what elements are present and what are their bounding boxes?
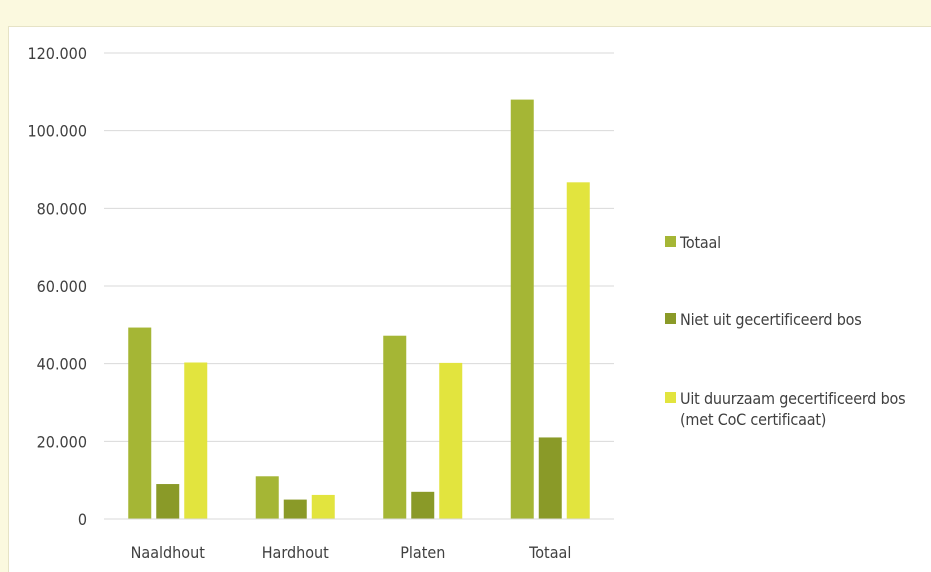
- y-tick-label: 20.000: [37, 432, 87, 451]
- y-tick-label: 0: [78, 510, 87, 529]
- legend-label: Uit duurzaam gecertificeerd bos (met CoC…: [680, 389, 906, 429]
- y-axis-labels: 0 20.000 40.000 60.000 80.000 100.000 120.000: [27, 44, 87, 529]
- legend-item: Niet uit gecertificeerd bos: [665, 309, 862, 330]
- bar-hardhout-series-1: [255, 476, 279, 519]
- y-tick-label: 100.000: [27, 122, 87, 141]
- legend-item: Totaal: [665, 232, 721, 253]
- bar-hardhout-series-3: [311, 494, 335, 519]
- y-tick-label: 40.000: [37, 355, 87, 374]
- x-axis-labels: Naaldhout Hardhout Platen Totaal: [131, 543, 572, 562]
- legend-swatch: [665, 313, 676, 324]
- bar-totaal-series-2: [538, 437, 562, 519]
- y-tick-label: 80.000: [37, 199, 87, 218]
- y-tick-label: 120.000: [27, 44, 87, 63]
- y-tick-label: 60.000: [37, 277, 87, 296]
- bar-totaal-series-1: [510, 99, 534, 519]
- x-tick-label: Hardhout: [262, 543, 329, 562]
- x-tick-label: Totaal: [528, 543, 571, 562]
- bar-platen-series-3: [439, 362, 463, 519]
- x-tick-label: Naaldhout: [131, 543, 206, 562]
- legend-label: Totaal: [680, 233, 721, 252]
- bar-hardhout-series-2: [283, 499, 307, 519]
- legend-swatch: [665, 236, 676, 247]
- bar-naaldhout-series-2: [156, 484, 180, 519]
- x-tick-label: Platen: [400, 543, 445, 562]
- bars: [128, 99, 590, 519]
- bar-totaal-series-3: [566, 182, 590, 519]
- chart-panel: 0 20.000 40.000 60.000 80.000 100.000 120.000 …: [8, 26, 931, 572]
- bar-platen-series-1: [383, 335, 407, 519]
- bar-platen-series-2: [411, 491, 435, 519]
- gridlines: [104, 52, 614, 442]
- bar-naaldhout-series-1: [128, 327, 152, 519]
- legend-item: Uit duurzaam gecertificeerd bos (met CoC…: [665, 388, 906, 430]
- legend-swatch: [665, 392, 676, 403]
- legend-label: Niet uit gecertificeerd bos: [680, 310, 862, 329]
- bar-chart: 020.00040.00060.00080.000100.000120.000 …: [27, 44, 614, 562]
- bar-naaldhout-series-3: [184, 362, 208, 519]
